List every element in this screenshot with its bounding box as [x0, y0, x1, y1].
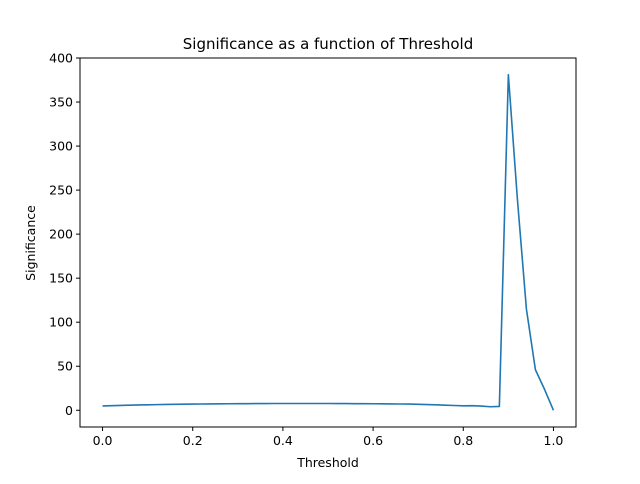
y-axis: 0 50 100 150 200 250 300 350 400 [49, 51, 80, 418]
plot-area [102, 73, 555, 411]
plot-frame [79, 57, 577, 428]
y-axis-label: Significance [23, 205, 38, 281]
y-tick-label: 250 [49, 183, 73, 198]
y-tick-label: 350 [49, 95, 73, 110]
y-tick-label: 200 [49, 227, 73, 242]
y-tick-label: 300 [49, 139, 73, 154]
x-tick-label: 0.8 [453, 433, 473, 448]
series-line [102, 73, 555, 411]
y-tick-label: 150 [49, 271, 73, 286]
y-tick-label: 100 [49, 315, 73, 330]
x-tick-label: 1.0 [544, 433, 564, 448]
y-tick-label: 400 [49, 51, 73, 66]
chart-title: Significance as a function of Threshold [183, 35, 473, 53]
x-tick-label: 0.6 [363, 433, 383, 448]
y-tick-label: 0 [65, 403, 73, 418]
x-axis-label: Threshold [296, 455, 359, 470]
x-axis: 0.0 0.2 0.4 0.6 0.8 1.0 [93, 427, 564, 448]
y-tick-label: 50 [57, 359, 73, 374]
x-tick-label: 0.2 [183, 433, 203, 448]
x-tick-label: 0.4 [273, 433, 293, 448]
x-tick-label: 0.0 [93, 433, 113, 448]
